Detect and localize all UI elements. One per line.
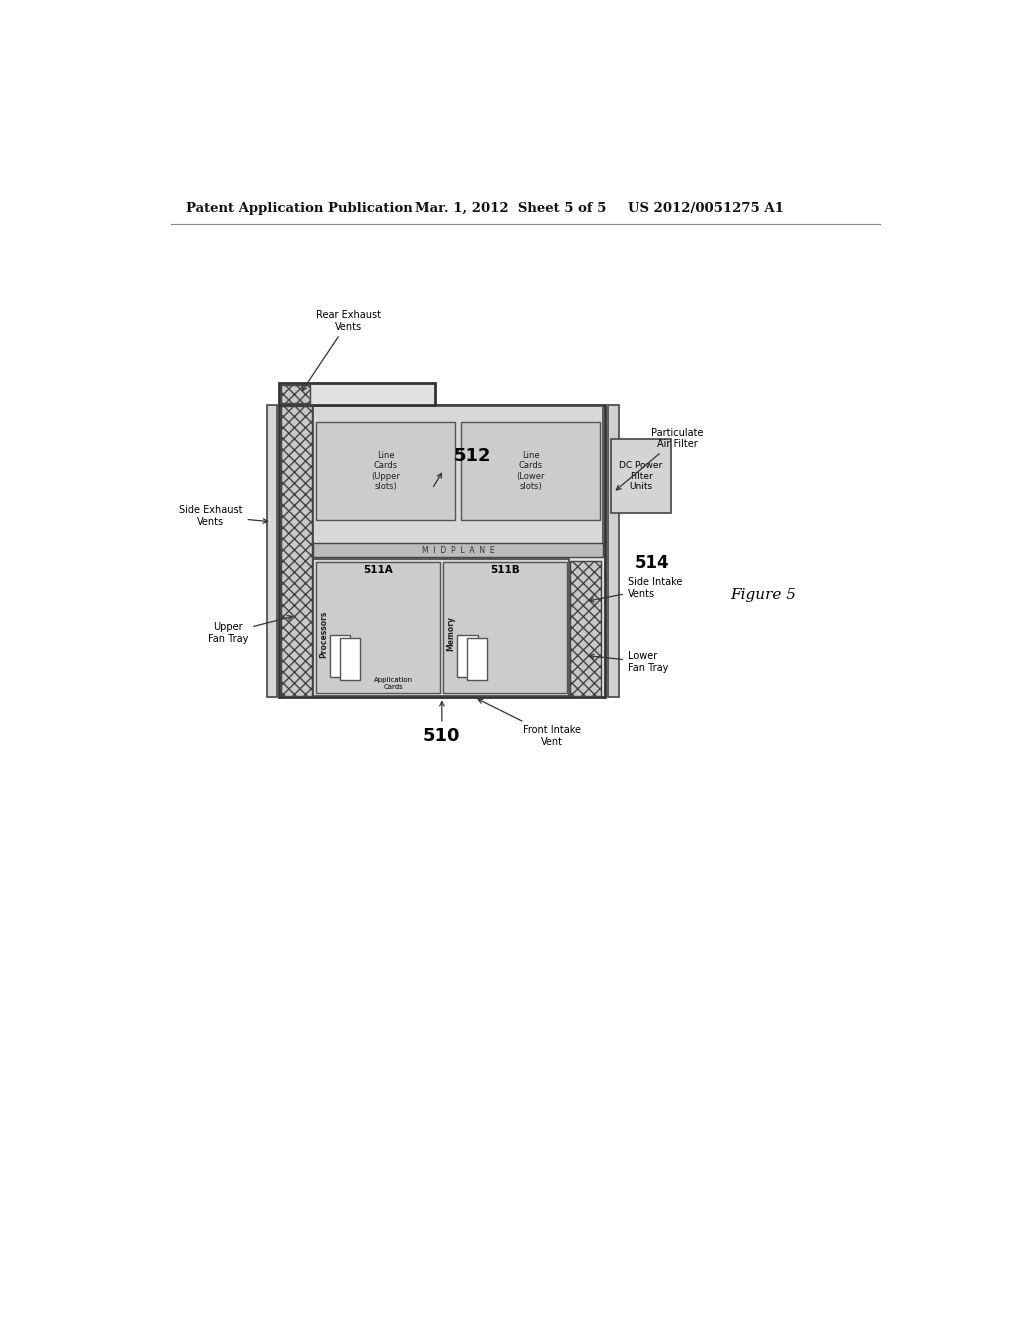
Text: Memory: Memory bbox=[446, 616, 456, 651]
Bar bbox=[316, 562, 440, 693]
Bar bbox=[611, 440, 672, 512]
Text: Line
Cards
(Upper
slots): Line Cards (Upper slots) bbox=[372, 451, 400, 491]
Bar bbox=[316, 422, 455, 520]
Text: Side Exhaust
Vents: Side Exhaust Vents bbox=[179, 506, 267, 527]
Text: DC Power
Filter
Units: DC Power Filter Units bbox=[620, 461, 663, 491]
Bar bbox=[458, 635, 477, 677]
Text: Upper
Fan Tray: Upper Fan Tray bbox=[208, 615, 292, 644]
Text: 511B: 511B bbox=[490, 565, 520, 574]
Bar bbox=[607, 405, 618, 697]
Bar bbox=[313, 407, 603, 548]
Text: 510: 510 bbox=[423, 701, 461, 744]
Text: Figure 5: Figure 5 bbox=[730, 587, 797, 602]
Text: US 2012/0051275 A1: US 2012/0051275 A1 bbox=[628, 202, 783, 215]
Text: Lower
Fan Tray: Lower Fan Tray bbox=[590, 651, 669, 673]
Bar bbox=[281, 407, 311, 696]
Text: Application
Cards: Application Cards bbox=[374, 677, 413, 690]
Text: Front Intake
Vent: Front Intake Vent bbox=[478, 700, 581, 747]
Bar bbox=[467, 638, 486, 681]
Bar bbox=[313, 558, 569, 696]
Bar bbox=[569, 561, 601, 696]
Bar bbox=[443, 562, 567, 693]
Text: Line
Cards
(Lower
slots): Line Cards (Lower slots) bbox=[516, 451, 545, 491]
Text: Side Intake
Vents: Side Intake Vents bbox=[590, 577, 682, 602]
Bar bbox=[340, 638, 359, 681]
Text: Rear Exhaust
Vents: Rear Exhaust Vents bbox=[302, 310, 381, 391]
Bar bbox=[266, 405, 276, 697]
Text: 514: 514 bbox=[635, 554, 670, 572]
Bar bbox=[280, 383, 435, 405]
Text: M  I  D  P  L  A  N  E: M I D P L A N E bbox=[422, 546, 495, 554]
Bar bbox=[331, 635, 350, 677]
Text: Processors: Processors bbox=[319, 610, 329, 657]
Text: Particulate
Air Filter: Particulate Air Filter bbox=[616, 428, 703, 490]
Bar bbox=[461, 422, 600, 520]
Bar bbox=[313, 544, 603, 557]
Text: 511A: 511A bbox=[364, 565, 393, 574]
Text: 512: 512 bbox=[454, 446, 492, 465]
Bar bbox=[280, 405, 604, 697]
Bar bbox=[281, 385, 310, 404]
Text: Mar. 1, 2012  Sheet 5 of 5: Mar. 1, 2012 Sheet 5 of 5 bbox=[415, 202, 606, 215]
Text: Patent Application Publication: Patent Application Publication bbox=[186, 202, 413, 215]
